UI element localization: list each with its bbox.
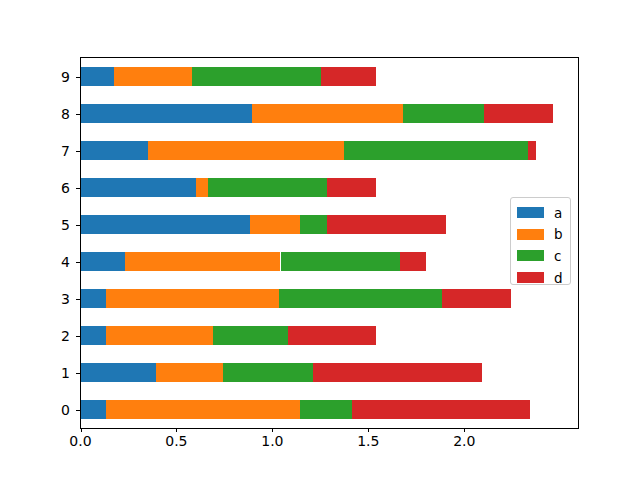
y-tick-label: 6 bbox=[61, 180, 70, 196]
bar-0-segment-d bbox=[352, 400, 531, 419]
bar-4-segment-a bbox=[81, 252, 125, 271]
bar-2-segment-c bbox=[213, 326, 288, 345]
bar-5-segment-d bbox=[327, 215, 446, 234]
legend-entry-d: d bbox=[511, 267, 570, 289]
bar-5-segment-b bbox=[250, 215, 300, 234]
legend-swatch-b bbox=[517, 229, 544, 240]
bar-9-segment-a bbox=[81, 67, 114, 86]
legend: abcd bbox=[510, 197, 571, 285]
legend-entry-b: b bbox=[511, 224, 570, 246]
legend-swatch-d bbox=[517, 272, 544, 283]
x-tick-label: 1.0 bbox=[261, 433, 283, 449]
bar-4-segment-b bbox=[125, 252, 280, 271]
bar-1-segment-d bbox=[313, 363, 482, 382]
y-tick-label: 7 bbox=[61, 143, 70, 159]
x-tick-mark bbox=[368, 428, 369, 432]
x-tick-mark bbox=[81, 428, 82, 432]
legend-label: d bbox=[554, 270, 563, 286]
x-tick-label: 0.5 bbox=[165, 433, 187, 449]
bar-7-segment-a bbox=[81, 141, 148, 160]
bar-9-segment-b bbox=[114, 67, 193, 86]
legend-swatch-a bbox=[517, 207, 544, 218]
bar-6-segment-c bbox=[208, 178, 327, 197]
y-tick-mark bbox=[76, 188, 80, 189]
bar-6-segment-a bbox=[81, 178, 196, 197]
bar-2-segment-a bbox=[81, 326, 106, 345]
bar-0-segment-a bbox=[81, 400, 106, 419]
legend-label: c bbox=[554, 248, 561, 264]
bar-4-segment-d bbox=[400, 252, 427, 271]
legend-swatch-c bbox=[517, 250, 544, 261]
bar-8-segment-c bbox=[403, 104, 484, 123]
y-tick-mark bbox=[76, 225, 80, 226]
y-tick-mark bbox=[76, 77, 80, 78]
bar-2-segment-b bbox=[106, 326, 214, 345]
bar-1-segment-b bbox=[156, 363, 223, 382]
figure: 0.0 0.5 1.0 1.5 2.0 0 1 2 3 4 5 6 7 8 9 abcd bbox=[0, 0, 640, 480]
x-tick-label: 2.0 bbox=[453, 433, 475, 449]
bar-3-segment-b bbox=[106, 289, 279, 308]
x-tick-mark bbox=[272, 428, 273, 432]
bar-0-segment-b bbox=[106, 400, 300, 419]
bar-5-segment-a bbox=[81, 215, 250, 234]
legend-label: b bbox=[554, 226, 563, 242]
bar-2-segment-d bbox=[288, 326, 376, 345]
legend-label: a bbox=[554, 205, 562, 221]
x-tick-label: 0.0 bbox=[69, 433, 91, 449]
y-tick-mark bbox=[76, 373, 80, 374]
bar-1-segment-a bbox=[81, 363, 156, 382]
legend-entry-a: a bbox=[511, 202, 570, 224]
bar-8-segment-d bbox=[484, 104, 553, 123]
bar-7-segment-d bbox=[528, 141, 536, 160]
plot-area bbox=[80, 57, 579, 429]
bar-1-segment-c bbox=[223, 363, 313, 382]
y-tick-label: 0 bbox=[61, 402, 70, 418]
y-tick-label: 3 bbox=[61, 291, 70, 307]
bar-5-segment-c bbox=[300, 215, 327, 234]
y-tick-label: 2 bbox=[61, 328, 70, 344]
legend-entry-c: c bbox=[511, 245, 570, 267]
bar-7-segment-c bbox=[344, 141, 528, 160]
bar-9-segment-c bbox=[192, 67, 321, 86]
y-tick-mark bbox=[76, 262, 80, 263]
bar-6-segment-d bbox=[327, 178, 377, 197]
bar-0-segment-c bbox=[300, 400, 352, 419]
y-tick-mark bbox=[76, 299, 80, 300]
bar-6-segment-b bbox=[196, 178, 208, 197]
x-tick-mark bbox=[176, 428, 177, 432]
y-tick-label: 1 bbox=[61, 365, 70, 381]
bar-8-segment-b bbox=[252, 104, 404, 123]
bar-4-segment-c bbox=[281, 252, 400, 271]
y-tick-label: 4 bbox=[61, 254, 70, 270]
bar-3-segment-c bbox=[279, 289, 442, 308]
y-tick-label: 8 bbox=[61, 106, 70, 122]
bar-3-segment-a bbox=[81, 289, 106, 308]
x-tick-label: 1.5 bbox=[357, 433, 379, 449]
bar-3-segment-d bbox=[442, 289, 511, 308]
y-tick-mark bbox=[76, 114, 80, 115]
x-tick-mark bbox=[464, 428, 465, 432]
y-tick-label: 5 bbox=[61, 217, 70, 233]
bar-8-segment-a bbox=[81, 104, 252, 123]
y-tick-mark bbox=[76, 336, 80, 337]
bar-7-segment-b bbox=[148, 141, 344, 160]
y-tick-label: 9 bbox=[61, 69, 70, 85]
y-tick-mark bbox=[76, 151, 80, 152]
y-tick-mark bbox=[76, 410, 80, 411]
bar-9-segment-d bbox=[321, 67, 377, 86]
